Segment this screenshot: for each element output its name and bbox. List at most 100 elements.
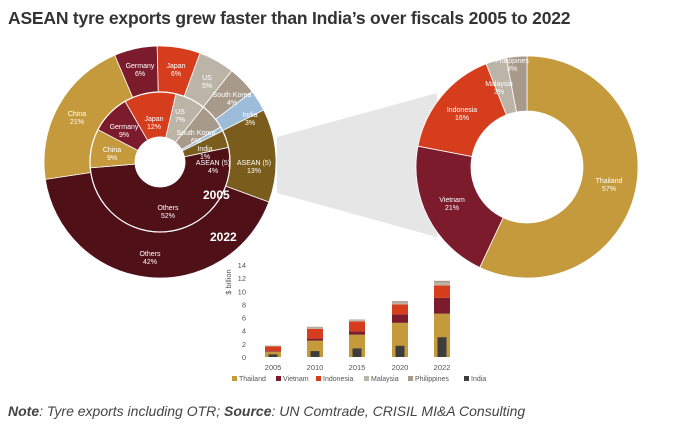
slice-value: 5% bbox=[202, 83, 212, 90]
bar-malaysia-2005 bbox=[265, 345, 281, 347]
slice-label: Others bbox=[157, 205, 179, 212]
legend-swatch-malaysia bbox=[364, 376, 369, 381]
ring-label-2022: 2022 bbox=[210, 230, 237, 244]
slice-value: 3% bbox=[245, 120, 255, 127]
ring-divider bbox=[89, 91, 231, 233]
x-tick-label: 2010 bbox=[307, 363, 324, 372]
y-tick-label: 12 bbox=[238, 274, 246, 283]
bar-philippines-2010 bbox=[307, 326, 323, 328]
slice-label: Others bbox=[139, 251, 161, 258]
y-tick-label: 10 bbox=[238, 287, 246, 296]
slice-label: Indonesia bbox=[447, 107, 477, 114]
y-tick-label: 8 bbox=[242, 300, 246, 309]
slice-label: Japan bbox=[166, 63, 185, 70]
bar-india-2020 bbox=[395, 345, 405, 357]
y-tick-label: 14 bbox=[238, 261, 246, 270]
footnote: Note: Tyre exports including OTR; Source… bbox=[8, 403, 525, 419]
legend-swatch-thailand bbox=[232, 376, 237, 381]
slice-label: China bbox=[103, 147, 121, 154]
x-tick-label: 2022 bbox=[434, 363, 451, 372]
slice-value: 7% bbox=[175, 117, 185, 124]
bar-india-2010 bbox=[310, 351, 320, 357]
slice-value: 13% bbox=[247, 168, 261, 175]
note-text: : Tyre exports including OTR; bbox=[39, 403, 225, 419]
bar-philippines-2020 bbox=[392, 301, 408, 303]
connector-wedge bbox=[277, 93, 437, 237]
slice-label: Japan bbox=[144, 116, 163, 123]
bar-vietnam-2010 bbox=[307, 338, 323, 341]
legend-swatch-india bbox=[464, 376, 469, 381]
slice-label: US bbox=[175, 109, 185, 116]
y-tick-label: 6 bbox=[242, 314, 246, 323]
slice-label: China bbox=[68, 111, 86, 118]
slice-label: Malaysia bbox=[485, 81, 513, 88]
slice-label: ASEAN (5) bbox=[237, 160, 271, 167]
slice-value: 4% bbox=[227, 100, 237, 107]
slice-value: 6% bbox=[191, 138, 201, 145]
y-tick-label: 2 bbox=[242, 340, 246, 349]
slice-value: 57% bbox=[602, 186, 616, 193]
legend-label-philippines: Philippines bbox=[415, 376, 449, 383]
legend-swatch-vietnam bbox=[276, 376, 281, 381]
slice-philippines bbox=[505, 55, 528, 113]
legend-label-vietnam: Vietnam bbox=[283, 376, 309, 383]
bar-indonesia-2010 bbox=[307, 328, 323, 339]
bar-vietnam-2022 bbox=[434, 297, 450, 314]
slice-value: 42% bbox=[143, 259, 157, 266]
slice-label: Germany bbox=[110, 124, 139, 131]
bar-chart: 0 2 4 6 8 10 12 14 $ billion 2005 2010 2015 2020 2022… bbox=[224, 261, 486, 383]
legend-swatch-indonesia bbox=[316, 376, 321, 381]
slice-value: 9% bbox=[119, 132, 129, 139]
ring-label-2005: 2005 bbox=[203, 188, 230, 202]
bar-india-2015 bbox=[352, 348, 362, 357]
legend-label-india: India bbox=[471, 376, 486, 383]
bar-indonesia-2005 bbox=[265, 346, 281, 352]
x-tick-label: 2020 bbox=[392, 363, 409, 372]
bar-indonesia-2022 bbox=[434, 285, 450, 298]
bar-indonesia-2015 bbox=[349, 321, 365, 332]
page-title: ASEAN tyre exports grew faster than Indi… bbox=[8, 8, 571, 28]
slice-label: US bbox=[202, 75, 212, 82]
slice-thailand bbox=[479, 55, 639, 279]
slice-value: 21% bbox=[445, 205, 459, 212]
legend-label-malaysia: Malaysia bbox=[371, 376, 399, 383]
slice-vietnam bbox=[415, 145, 504, 268]
slice-value: 6% bbox=[135, 71, 145, 78]
slice-label: India bbox=[197, 146, 212, 153]
y-tick-label: 4 bbox=[242, 327, 246, 336]
slice-value: 21% bbox=[70, 119, 84, 126]
bar-vietnam-2005 bbox=[265, 351, 281, 352]
slice-label: Philippines bbox=[495, 58, 529, 65]
x-tick-label: 2015 bbox=[349, 363, 366, 372]
note-label: Note bbox=[8, 403, 40, 419]
slice-value: 4% bbox=[208, 168, 218, 175]
slice-value: 3% bbox=[507, 66, 517, 73]
bar-india-2022 bbox=[437, 337, 447, 357]
source-label: Source bbox=[224, 403, 272, 419]
slice-value: 9% bbox=[107, 155, 117, 162]
bar-philippines-2015 bbox=[349, 319, 365, 321]
bar-india-2005 bbox=[268, 354, 278, 357]
slice-value: 16% bbox=[455, 115, 469, 122]
slice-value: 12% bbox=[147, 124, 161, 131]
bar-malaysia-2010 bbox=[307, 327, 323, 329]
legend-label-thailand: Thailand bbox=[239, 376, 266, 383]
slice-value: 3% bbox=[494, 89, 504, 96]
bar-indonesia-2020 bbox=[392, 304, 408, 315]
legend-label-indonesia: Indonesia bbox=[323, 376, 353, 383]
y-tick-label: 0 bbox=[242, 353, 246, 362]
bar-philippines-2022 bbox=[434, 280, 450, 283]
bar-vietnam-2015 bbox=[349, 331, 365, 335]
slice-value: 6% bbox=[171, 71, 181, 78]
slice-value: 1% bbox=[200, 154, 210, 161]
slice-label: India bbox=[242, 112, 257, 119]
bar-vietnam-2020 bbox=[392, 314, 408, 323]
slice-label: Thailand bbox=[596, 178, 623, 185]
legend-swatch-philippines bbox=[408, 376, 413, 381]
slice-label: South Korea bbox=[177, 130, 216, 137]
x-tick-label: 2005 bbox=[265, 363, 282, 372]
bar-malaysia-2020 bbox=[392, 302, 408, 305]
